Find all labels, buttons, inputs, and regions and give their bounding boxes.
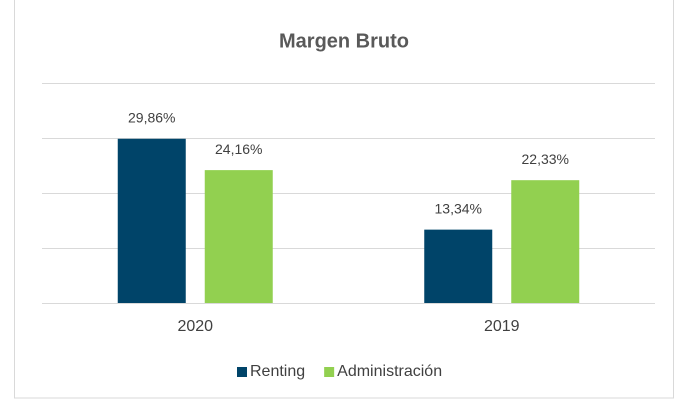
legend-swatch [237,367,247,377]
bar [117,138,186,303]
bar [424,229,493,303]
bar [204,170,273,303]
data-label: 22,33% [522,151,569,167]
legend-label: Renting [250,363,305,380]
legend-swatch [324,367,335,377]
data-label: 24,16% [215,141,262,157]
x-tick-label: 2020 [177,318,213,335]
data-label: 29,86% [128,109,175,125]
chart-title: Margen Bruto [279,30,409,52]
data-label: 13,34% [435,200,482,216]
legend-label: Administración [337,363,442,380]
bar [511,180,580,303]
x-tick-label: 2019 [484,318,520,335]
